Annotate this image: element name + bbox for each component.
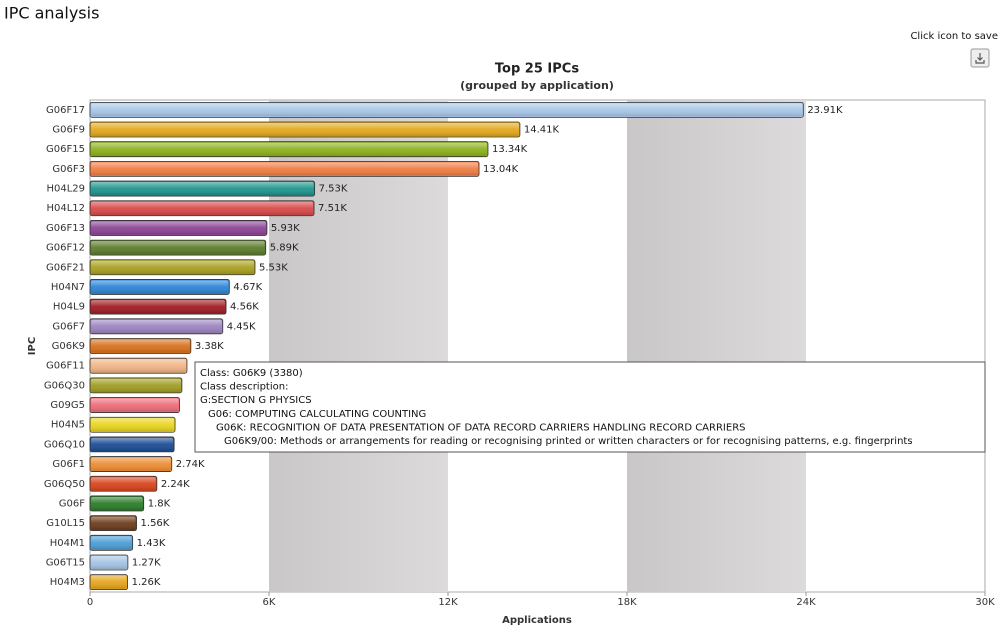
bar-shine [91,418,175,432]
value-label: 5.53K [259,262,288,273]
value-label: 14.41K [524,125,560,136]
tooltip-line: G06: COMPUTING CALCULATING COUNTING [208,409,426,420]
y-tick-label: G06F3 [52,164,85,175]
value-label: 3.38K [195,341,224,352]
plot-area: 0 6K 12K 18K 24K 30K G06F17 23.91K G06F9 14.41K G0… [44,99,995,608]
bar-shine [91,123,519,137]
value-label: 5.89K [270,243,299,254]
y-tick-label: G06F12 [46,243,85,254]
value-label: 7.53K [319,184,348,195]
value-label: 7.51K [318,203,347,214]
bar-shine [91,359,186,373]
value-label: 1.27K [132,557,161,568]
bar-shine [91,536,132,550]
tooltip-line: Class: G06K9 (3380) [200,368,303,379]
bar-shine [91,319,222,333]
tooltip-line: G06K9/00: Methods or arrangements for re… [224,436,913,447]
x-tick-label: 18K [617,597,637,608]
x-tick-label: 6K [263,597,276,608]
y-tick-label: H04L12 [46,203,85,214]
bar-shine [91,575,127,589]
tooltip-box [194,361,986,453]
x-tick-label: 24K [796,597,816,608]
bar-shine [91,300,226,314]
bar-shine [91,142,487,156]
value-label: 2.24K [161,479,190,490]
bar-shine [91,260,254,274]
y-tick-label: G06K9 [52,341,85,352]
x-axis-label: Applications [502,615,572,626]
tooltip-line: G06K: RECOGNITION OF DATA PRESENTATION O… [216,422,746,433]
y-axis-label: IPC [27,337,38,355]
page-title: IPC analysis [4,4,99,23]
y-tick-label: H04N7 [51,282,85,293]
bar-shine [91,516,136,530]
y-tick-label: G06F11 [46,361,85,372]
bar-shine [91,457,171,471]
bar-shine [91,496,143,510]
y-tick-label: G06F [59,498,85,509]
bar-shine [91,437,174,451]
y-tick-label: G06F1 [52,459,85,470]
y-tick-label: H04L9 [53,302,85,313]
bar-shine [91,555,127,569]
bar-shine [91,241,265,255]
y-tick-label: G06T15 [46,557,85,568]
y-tick-label: H04M3 [50,577,85,588]
y-tick-label: G06F15 [46,144,85,155]
value-label: 4.67K [233,282,262,293]
value-label: 13.34K [492,144,528,155]
y-tick-label: H04N5 [51,420,85,431]
y-tick-label: G09G5 [50,400,85,411]
y-tick-label: G06F17 [46,105,85,116]
value-label: 2.74K [176,459,205,470]
x-tick-label: 0 [87,597,93,608]
value-label: 1.43K [137,538,166,549]
value-label: 1.26K [132,577,161,588]
chart-title: Top 25 IPCs [495,62,579,77]
value-label: 23.91K [807,105,843,116]
y-tick-label: G06F21 [46,262,85,273]
tooltip-line: Class description: [200,382,288,393]
y-tick-label: G06Q10 [44,439,85,450]
bar-shine [91,201,314,215]
value-label: 1.56K [141,518,170,529]
bar-shine [91,378,181,392]
y-tick-label: G06Q50 [44,479,85,490]
bar-shine [91,398,179,412]
y-tick-label: G06Q30 [44,380,85,391]
tooltip-line: G:SECTION G PHYSICS [200,395,312,406]
value-label: 13.04K [483,164,519,175]
y-tick-label: G06F13 [46,223,85,234]
bar-shine [91,477,156,491]
bar-shine [91,339,190,353]
bar-shine [91,221,266,235]
y-tick-label: H04M1 [50,538,85,549]
y-tick-label: H04L29 [46,184,85,195]
save-hint: Click icon to save [910,31,998,42]
x-tick-label: 30K [975,597,995,608]
bar-shine [91,162,479,176]
value-label: 5.93K [271,223,300,234]
value-label: 4.45K [227,321,256,332]
bar-shine [91,280,229,294]
chart-subtitle: (grouped by application) [460,79,614,92]
x-tick-label: 12K [438,597,458,608]
save-icon[interactable] [970,48,990,68]
tooltip: Class: G06K9 (3380) Class description: G:S… [194,361,986,453]
y-tick-label: G06F7 [52,321,85,332]
y-tick-label: G10L15 [46,518,85,529]
bar-shine [91,103,803,117]
value-label: 4.56K [230,302,259,313]
y-tick-label: G06F9 [52,125,85,136]
alternate-band [627,100,806,592]
bar-shine [91,182,314,196]
value-label: 1.8K [148,498,171,509]
